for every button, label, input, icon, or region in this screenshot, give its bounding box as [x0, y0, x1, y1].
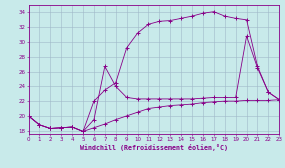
- X-axis label: Windchill (Refroidissement éolien,°C): Windchill (Refroidissement éolien,°C): [80, 144, 228, 151]
